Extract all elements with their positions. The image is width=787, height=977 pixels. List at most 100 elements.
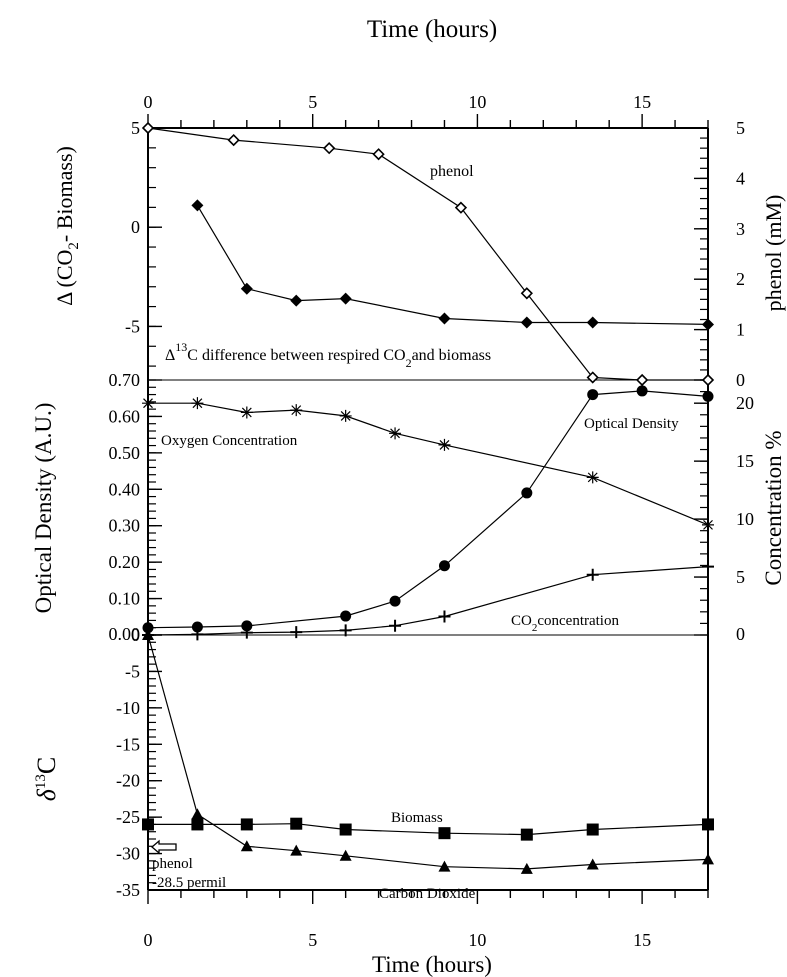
y-tick-label-top-right: 5 [736,118,745,138]
y-tick-label-middle-right: 20 [736,393,754,413]
annotation-optical-density: Optical Density [584,416,679,432]
marker-shape [290,626,303,639]
y-tick-label-top-left: -5 [125,316,140,336]
annotation-phenol: phenol [430,163,474,180]
marker-shape [438,312,451,325]
data-point-phenol [227,133,240,147]
y-tick-label-top-right: 0 [736,370,745,390]
data-point-oxygen-concentration [586,471,599,484]
series-optical-density [142,385,714,634]
series-biomass [142,817,714,841]
marker-shape [141,121,155,135]
marker-shape [587,389,599,401]
y-axis-title-middle-left: Optical Density (A.U.) [31,403,56,614]
marker-shape [520,828,533,841]
marker-shape [438,610,451,623]
data-point-oxygen-concentration [702,518,714,531]
x-tick-label-bottom: 10 [468,930,486,950]
data-point-carbon-dioxide [438,860,451,872]
y-tick-label-bottom-left: 0 [131,625,140,645]
marker-shape [191,199,204,212]
y-tick-label-bottom-left: -10 [116,698,140,718]
y-tick-label-bottom-left: -15 [116,734,140,754]
data-point-oxygen-concentration [339,409,352,422]
marker-shape [586,471,599,484]
data-point-co2-concentration [191,628,204,641]
marker-shape [191,818,204,831]
annotation-phenol-marker: phenol [152,856,193,872]
marker-shape [702,518,714,531]
data-point-phenol [520,287,533,300]
marker-shape [520,862,533,874]
data-point-optical-density [340,610,352,622]
marker-shape [520,316,533,329]
marker-shape [240,406,253,419]
marker-shape [290,844,303,856]
y-tick-label-middle-right: 5 [736,567,745,587]
marker-shape [702,390,714,402]
annotation-d13c-difference: Δ13C difference between respired CO2and … [165,340,491,370]
data-point-biomass [191,818,204,831]
data-point-oxygen-concentration [240,406,253,419]
data-point-co2-concentration [290,626,303,639]
data-point-oxygen-concentration [389,427,402,440]
marker-shape [339,823,352,836]
x-tick-label-top: 5 [308,92,317,112]
data-point-13c-difference [339,292,352,305]
data-point-co2-concentration [586,568,599,581]
data-point-optical-density [241,620,253,632]
marker-shape [339,849,352,861]
marker-shape [323,142,336,155]
data-point-13c-difference [290,294,303,307]
y-tick-label-bottom-left: -5 [125,661,140,681]
marker-shape [240,626,253,639]
marker-shape [520,287,533,300]
marker-shape [586,371,599,384]
y-tick-label-bottom-left: -35 [116,880,140,900]
annotation-biomass: Biomass [391,810,443,826]
series-line-13c-difference [196,205,709,325]
y-tick-label-middle-left: 0.30 [109,516,141,536]
data-point-optical-density [521,487,533,499]
y-axis-title-bottom-left: δ13C [32,757,61,801]
data-point-biomass [702,818,714,831]
data-point-phenol [701,373,715,387]
data-point-optical-density [142,622,154,634]
data-point-13c-difference [586,316,599,329]
y-tick-label-top-left: 0 [131,217,140,237]
data-point-biomass [339,823,352,836]
data-point-biomass [142,818,154,831]
marker-shape [389,427,402,440]
data-point-optical-density [191,621,203,633]
marker-shape [142,397,154,410]
x-tick-label-bottom: 15 [633,930,651,950]
x-axis-title-bottom: Time (hours) [372,952,492,977]
marker-shape [191,397,204,410]
data-point-optical-density [438,560,450,572]
data-point-phenol [454,201,468,214]
marker-shape [241,620,253,632]
data-point-carbon-dioxide [586,858,599,870]
x-tick-label-top: 0 [144,92,153,112]
series-co2-concentration [142,560,714,641]
marker-shape [635,373,649,387]
y-tick-label-middle-right: 0 [736,624,745,644]
marker-shape [290,404,303,417]
marker-shape [701,373,715,387]
series-phenol [141,121,715,387]
series-13c-difference [191,199,714,331]
marker-shape [340,610,352,622]
y-tick-label-top-right: 2 [736,269,745,289]
annotation-phenol-value: -28.5 permil [152,875,226,891]
marker-shape [454,201,468,214]
marker-shape [142,818,154,831]
marker-shape [191,808,204,820]
y-tick-label-top-right: 4 [736,168,745,188]
y-tick-label-middle-right: 10 [736,509,754,529]
marker-shape [227,133,240,147]
marker-shape [142,622,154,634]
y-tick-label-bottom-left: -30 [116,844,140,864]
marker-shape [586,316,599,329]
data-point-carbon-dioxide [702,853,714,865]
